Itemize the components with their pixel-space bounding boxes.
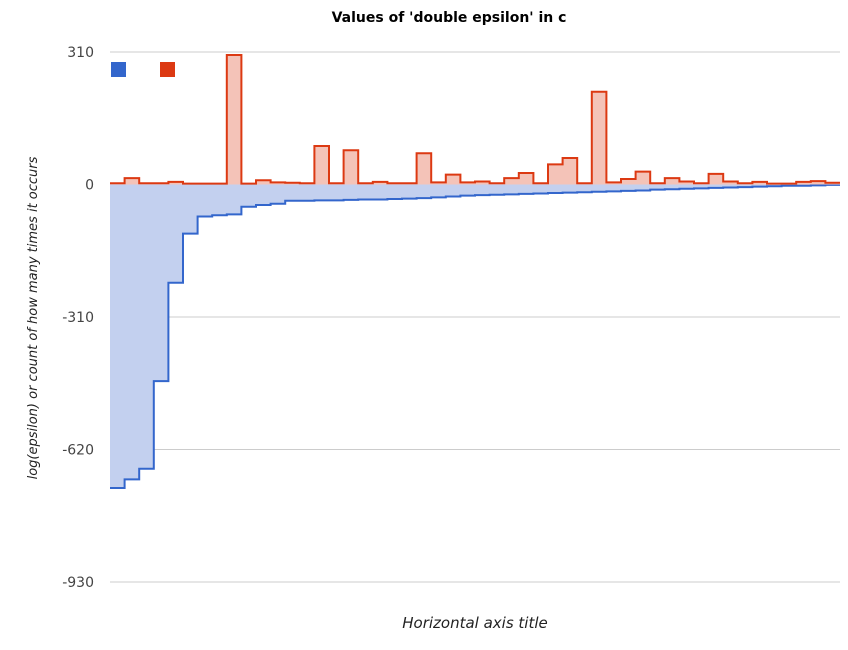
chart-title: Values of 'double epsilon' in c	[332, 10, 567, 26]
legend-swatch-2	[160, 62, 175, 77]
y-tick-label: -930	[62, 575, 94, 591]
legend-swatch-1	[111, 62, 126, 77]
series-2-area	[110, 54, 840, 185]
x-axis-title: Horizontal axis title	[402, 614, 548, 632]
y-axis-title: log(epsilon) or count of how many times …	[26, 156, 41, 479]
series-1-area	[110, 184, 840, 488]
legend	[111, 62, 175, 77]
series-2-line	[110, 53, 840, 185]
y-tick-label: 0	[85, 178, 94, 194]
y-tick-label: 310	[67, 45, 94, 61]
gridlines	[110, 51, 840, 583]
y-tick-label: -620	[62, 443, 94, 459]
series-area	[110, 53, 840, 489]
y-tick-label: -310	[62, 310, 94, 326]
series-1-line	[110, 183, 840, 489]
y-axis: 310 0 -310 -620 -930	[62, 45, 94, 591]
